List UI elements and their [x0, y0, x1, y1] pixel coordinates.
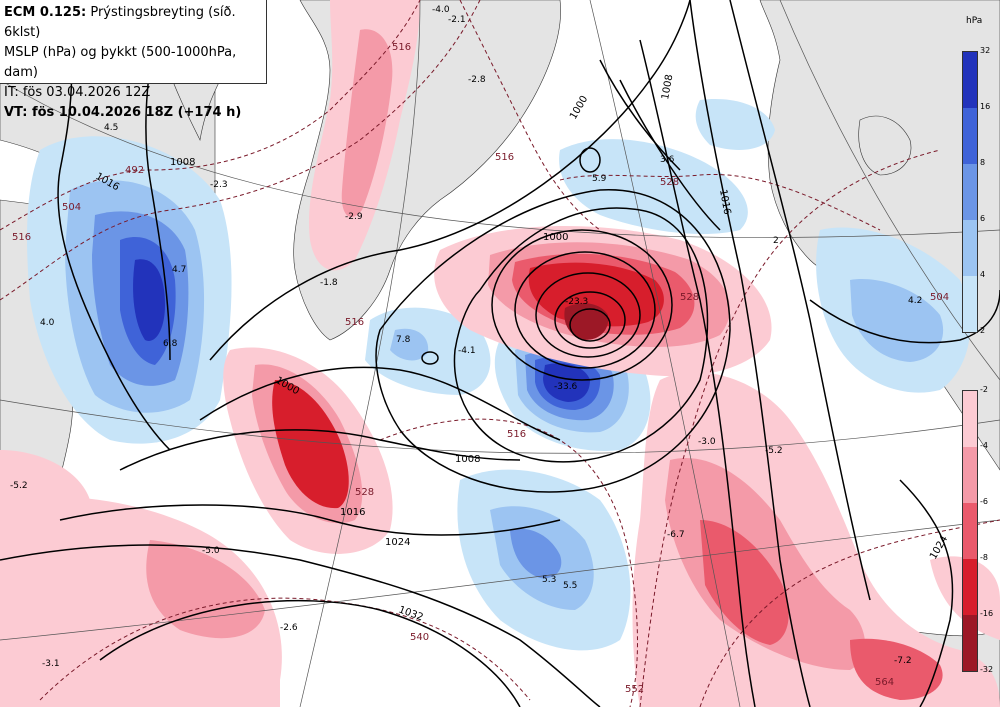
colorbar-cell-m2-m4 — [963, 391, 977, 447]
thickness-label: 552 — [625, 684, 644, 695]
change-label: 2 — [773, 236, 779, 246]
colorbar-cell-m16-m32 — [963, 615, 977, 671]
isobar-label: 1008 — [455, 454, 480, 465]
change-label: 4.7 — [172, 265, 186, 275]
thickness-label: 492 — [125, 165, 144, 176]
change-label: -3.0 — [698, 437, 716, 447]
thickness-label: 516 — [345, 317, 364, 328]
colorbar-cell-16-8 — [963, 108, 977, 164]
svalbard-landmass — [858, 115, 912, 176]
title-line-1: ECM 0.125: Prýstingsbreyting (síð. 6klst… — [4, 3, 262, 43]
thickness-label: 504 — [930, 292, 949, 303]
change-label: 6.8 — [163, 339, 178, 349]
change-label: 7.8 — [396, 335, 411, 345]
colorbar-cell-8-6 — [963, 164, 977, 220]
change-label: -2.8 — [468, 75, 486, 85]
colorbar-tick: -8 — [980, 553, 988, 562]
isobar-label: 1016 — [340, 507, 365, 518]
colorbar-tick: 6 — [980, 214, 986, 223]
isobar-label: 1000 — [543, 232, 568, 243]
colorbar-tick: 8 — [980, 158, 986, 167]
model-name: ECM 0.125: — [4, 5, 87, 20]
thickness-label: 516 — [392, 42, 411, 53]
change-label: -1.8 — [320, 278, 338, 288]
isobar-label: 1008 — [170, 157, 195, 168]
colorbar-unit: hPa — [966, 16, 983, 26]
isobar-label: 1024 — [385, 537, 410, 548]
colorbar-tick: 16 — [980, 102, 991, 111]
map-title-box: ECM 0.125: Prýstingsbreyting (síð. 6klst… — [0, 0, 267, 120]
change-label: -2.1 — [448, 15, 466, 25]
colorbar-positive — [962, 51, 978, 333]
change-label: 4.0 — [40, 318, 55, 328]
colorbar-cell-4-2 — [963, 276, 977, 332]
change-label: -5.2 — [765, 446, 783, 456]
thickness-label: 528 — [660, 177, 679, 188]
thickness-labels: 516 528 516 492 504 516 516 528 516 540 … — [12, 42, 949, 695]
change-label: 5.3 — [542, 575, 556, 585]
colorbar-tick: -4 — [980, 441, 988, 450]
thickness-label: 564 — [875, 677, 894, 688]
map-title: Prýstingsbreyting (síð. 6klst) — [4, 5, 236, 40]
change-label: -4.1 — [458, 346, 476, 356]
colorbar-cell-m4-m6 — [963, 447, 977, 503]
pressure-rise-areas — [27, 99, 971, 651]
thickness-label: 504 — [62, 202, 81, 213]
init-time: IT: fös 03.04.2026 12Z — [4, 85, 151, 100]
change-label: -2.9 — [345, 212, 363, 222]
colorbar-cell-6-4 — [963, 220, 977, 276]
change-labels: -4.0 -2.1 -2.8 4.5 -2.3 -2.9 -1.8 5.9 3.… — [10, 5, 922, 669]
thickness-label: 528 — [355, 487, 374, 498]
isobar-label: 1008 — [660, 74, 675, 101]
thickness-label: 516 — [12, 232, 31, 243]
colorbar-tick: -16 — [980, 609, 994, 618]
title-line-2: MSLP (hPa) og þykkt (500-1000hPa, dam) — [4, 45, 237, 80]
thickness-label: 540 — [410, 632, 429, 643]
change-label: 4.5 — [104, 123, 118, 133]
colorbar-tick: -6 — [980, 497, 988, 506]
change-label: 3.6 — [660, 155, 675, 165]
colorbar-cell-m8-m16 — [963, 559, 977, 615]
colorbar-cell-m6-m8 — [963, 503, 977, 559]
change-label: -23.3 — [565, 297, 588, 307]
change-label: -33.6 — [554, 382, 578, 392]
change-label: 5.5 — [563, 581, 577, 591]
change-label: -4.0 — [432, 5, 450, 15]
valid-time: VT: fös 10.04.2026 18Z (+174 h) — [4, 105, 242, 120]
change-label: 4.2 — [908, 296, 922, 306]
thickness-label: 516 — [507, 429, 526, 440]
colorbar-tick: 4 — [980, 270, 986, 279]
colorbar-tick: 2 — [980, 326, 986, 335]
change-label: -6.7 — [667, 530, 685, 540]
thickness-label: 516 — [495, 152, 514, 163]
change-label: -3.1 — [42, 659, 60, 669]
change-label: -5.0 — [202, 546, 220, 556]
change-label: -2.3 — [210, 180, 228, 190]
change-label: 5.9 — [592, 174, 607, 184]
change-label: -7.2 — [894, 656, 912, 666]
colorbar-tick: 32 — [980, 46, 991, 55]
colorbar-negative — [962, 390, 978, 672]
change-label: -5.2 — [10, 481, 28, 491]
thickness-label: 528 — [680, 292, 699, 303]
change-label: -2.6 — [280, 623, 298, 633]
colorbar-tick: -32 — [980, 665, 994, 674]
colorbar-cell-32-16 — [963, 52, 977, 108]
isobar-label: 1016 — [717, 189, 732, 216]
colorbar-tick: -2 — [980, 385, 988, 394]
